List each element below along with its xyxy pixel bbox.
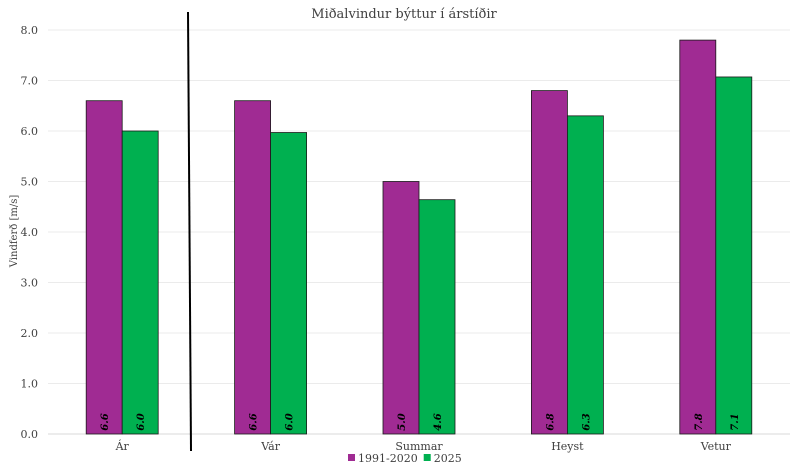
bar [85, 100, 123, 435]
legend: 1991-2020 2025 [348, 452, 462, 465]
bar [715, 76, 753, 435]
bar [531, 90, 568, 435]
data-label: 6.3 [581, 413, 592, 430]
x-tick-label: Vetur [700, 440, 732, 453]
y-tick-label: 8.0 [21, 24, 39, 37]
y-tick-label: 0.0 [21, 428, 39, 441]
bar [567, 115, 604, 435]
data-labels: 6.6 6.0 6.6 6.0 5.0 4.6 6.8 6.3 7.8 7.1 [100, 413, 741, 430]
data-label: 6.6 [249, 413, 260, 430]
data-label: 4.6 [433, 413, 444, 430]
legend-label: 2025 [434, 452, 462, 465]
data-label: 6.0 [285, 413, 296, 430]
y-tick-label: 2.0 [21, 327, 39, 340]
y-tick-label: 5.0 [21, 176, 39, 189]
separator-line [187, 11, 192, 452]
legend-swatch [348, 454, 355, 461]
legend-label: 1991-2020 [358, 452, 418, 465]
data-label: 7.8 [694, 413, 705, 430]
bar [679, 39, 717, 435]
x-tick-label: Vár [260, 440, 280, 453]
data-label: 6.6 [100, 413, 111, 430]
x-tick-label: Summar [395, 440, 443, 453]
x-tick-label: Ár [115, 439, 130, 453]
y-tick-label: 1.0 [21, 378, 39, 391]
legend-swatch [423, 454, 431, 461]
bar [234, 100, 272, 435]
y-tick-label: 7.0 [21, 75, 39, 88]
y-axis-ticks: 0.0 1.0 2.0 3.0 4.0 5.0 6.0 7.0 8.0 [21, 24, 39, 441]
data-label: 7.1 [730, 413, 741, 430]
data-label: 5.0 [397, 413, 408, 430]
y-axis-label: Vindferð [m/s] [9, 195, 20, 269]
data-label: 6.0 [136, 413, 147, 430]
chart-title: Miðalvindur býttur í árstíðir [311, 7, 497, 22]
data-label: 6.8 [545, 413, 556, 430]
x-axis-categories: Ár Vár Summar Heyst Vetur [115, 439, 732, 453]
bars [85, 39, 753, 435]
bar [270, 132, 308, 435]
y-tick-label: 3.0 [21, 277, 39, 290]
y-tick-label: 6.0 [21, 125, 39, 138]
bar [382, 181, 420, 435]
y-tick-label: 4.0 [21, 226, 39, 239]
bar [418, 199, 456, 435]
x-tick-label: Heyst [551, 440, 584, 453]
bar [121, 130, 159, 435]
